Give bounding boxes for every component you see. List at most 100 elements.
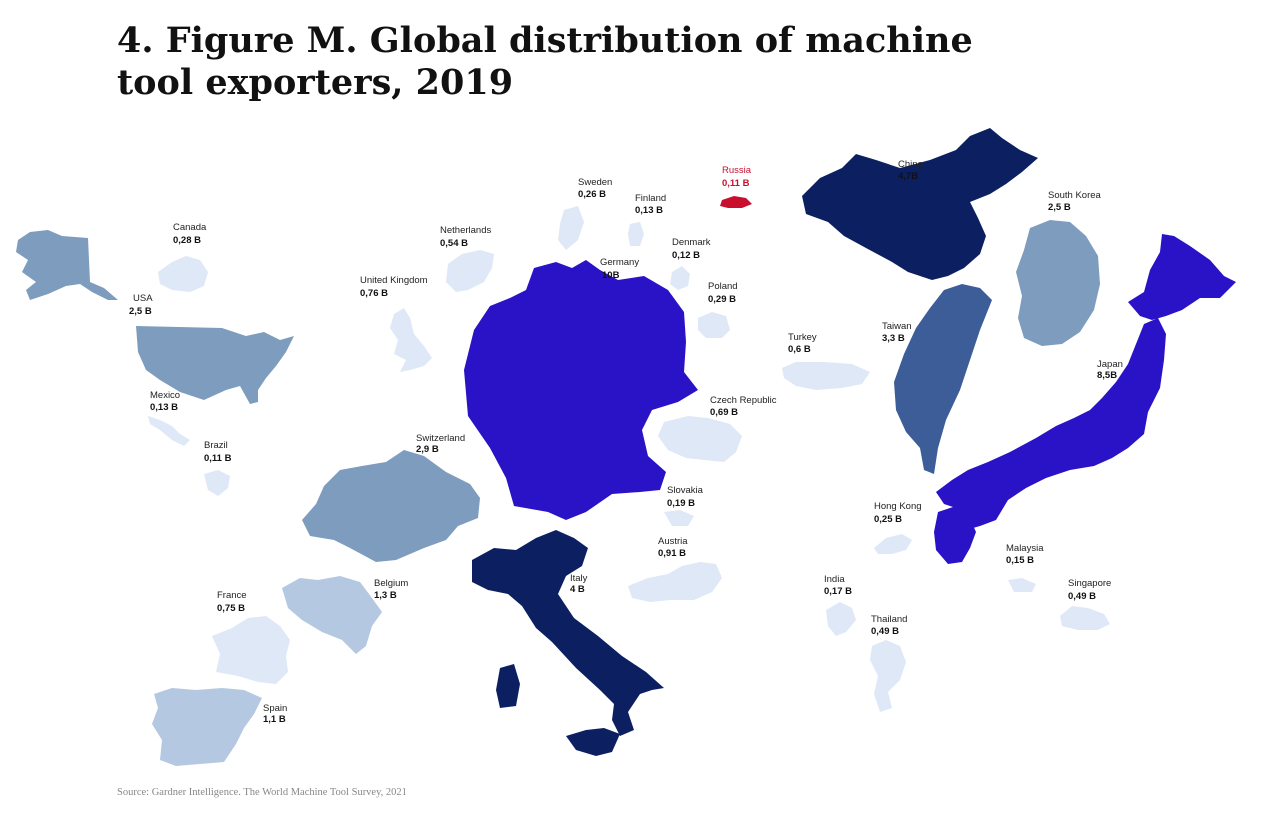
source-note: Source: Gardner Intelligence. The World … bbox=[117, 787, 407, 798]
label-slovakia: Slovakia 0,19 B bbox=[667, 485, 704, 509]
sicily-shape bbox=[566, 728, 620, 756]
map-title: 4. Figure M. Global distribution of mach… bbox=[117, 20, 973, 103]
singapore-shape bbox=[1060, 606, 1110, 630]
label-china: China 4,7B bbox=[898, 159, 924, 182]
label-south-korea: South Korea 2,5 B bbox=[1048, 190, 1102, 213]
russia-shape bbox=[720, 196, 752, 208]
svg-text:Czech Republic: Czech Republic bbox=[710, 395, 777, 406]
label-uk: United Kingdom 0,76 B bbox=[360, 275, 428, 299]
svg-text:Sweden: Sweden bbox=[578, 177, 612, 188]
svg-text:0,11 B: 0,11 B bbox=[722, 178, 750, 189]
canada-shape bbox=[158, 256, 208, 292]
spain-shape bbox=[152, 688, 262, 766]
svg-text:United Kingdom: United Kingdom bbox=[360, 275, 428, 286]
svg-text:Netherlands: Netherlands bbox=[440, 225, 491, 236]
label-spain: Spain 1,1 B bbox=[263, 703, 287, 725]
svg-text:4,7B: 4,7B bbox=[898, 171, 918, 182]
thailand-shape bbox=[870, 640, 906, 712]
sardinia-shape bbox=[496, 664, 520, 708]
label-malaysia: Malaysia 0,15 B bbox=[1006, 543, 1044, 566]
svg-text:1,3 B: 1,3 B bbox=[374, 590, 397, 601]
svg-text:0,12 B: 0,12 B bbox=[672, 250, 700, 261]
svg-text:0,19 B: 0,19 B bbox=[667, 498, 695, 509]
svg-text:Thailand: Thailand bbox=[871, 614, 907, 625]
svg-text:0,15 B: 0,15 B bbox=[1006, 555, 1034, 566]
svg-text:Turkey: Turkey bbox=[788, 332, 817, 343]
svg-text:0,6 B: 0,6 B bbox=[788, 344, 811, 355]
svg-text:Belgium: Belgium bbox=[374, 578, 408, 589]
svg-text:Finland: Finland bbox=[635, 193, 666, 204]
svg-text:Spain: Spain bbox=[263, 703, 287, 714]
svg-text:0,11 B: 0,11 B bbox=[204, 453, 232, 464]
label-usa: USA 2,5 B bbox=[129, 293, 153, 317]
india-shape bbox=[826, 602, 856, 636]
label-turkey: Turkey 0,6 B bbox=[788, 332, 817, 355]
svg-text:0,69 B: 0,69 B bbox=[710, 407, 738, 418]
label-sweden: Sweden 0,26 B bbox=[578, 177, 612, 200]
svg-text:0,17 B: 0,17 B bbox=[824, 586, 852, 597]
label-netherlands: Netherlands 0,54 B bbox=[440, 225, 491, 249]
svg-text:3,3 B: 3,3 B bbox=[882, 333, 905, 344]
svg-text:Austria: Austria bbox=[658, 536, 688, 547]
label-france: France 0,75 B bbox=[217, 590, 247, 614]
svg-text:France: France bbox=[217, 590, 247, 601]
label-poland: Poland 0,29 B bbox=[708, 281, 738, 305]
sweden-shape bbox=[558, 206, 584, 250]
label-germany: Germany 10B bbox=[600, 257, 639, 281]
svg-text:Taiwan: Taiwan bbox=[882, 321, 912, 332]
svg-text:India: India bbox=[824, 574, 845, 585]
alaska-shape bbox=[16, 230, 118, 300]
svg-text:China: China bbox=[898, 159, 924, 170]
belgium-shape bbox=[282, 576, 382, 654]
svg-text:Singapore: Singapore bbox=[1068, 578, 1111, 589]
label-italy: Italy 4 B bbox=[570, 573, 588, 595]
austria-shape bbox=[628, 562, 722, 602]
hong-kong-shape bbox=[874, 534, 912, 554]
svg-text:10B: 10B bbox=[602, 270, 620, 281]
svg-text:0,28 B: 0,28 B bbox=[173, 235, 201, 246]
label-india: India 0,17 B bbox=[824, 574, 852, 597]
mexico-shape bbox=[148, 416, 190, 446]
poland-shape bbox=[698, 312, 730, 338]
label-thailand: Thailand 0,49 B bbox=[871, 614, 907, 637]
south-korea-shape bbox=[1016, 220, 1100, 346]
svg-text:0,91 B: 0,91 B bbox=[658, 548, 686, 559]
svg-text:4 B: 4 B bbox=[570, 584, 585, 595]
svg-text:0,26 B: 0,26 B bbox=[578, 189, 606, 200]
svg-text:Malaysia: Malaysia bbox=[1006, 543, 1044, 554]
label-canada: Canada 0,28 B bbox=[173, 222, 207, 246]
svg-text:Canada: Canada bbox=[173, 222, 207, 233]
svg-text:2,5 B: 2,5 B bbox=[129, 306, 152, 317]
label-hong-kong: Hong Kong 0,25 B bbox=[874, 501, 922, 525]
svg-text:8,5B: 8,5B bbox=[1097, 370, 1117, 381]
czech-shape bbox=[658, 416, 742, 462]
svg-text:South Korea: South Korea bbox=[1048, 190, 1102, 201]
label-taiwan: Taiwan 3,3 B bbox=[882, 321, 912, 344]
svg-text:0,49 B: 0,49 B bbox=[871, 626, 899, 637]
turkey-shape bbox=[782, 362, 870, 390]
label-czech: Czech Republic 0,69 B bbox=[710, 395, 777, 418]
svg-text:Brazil: Brazil bbox=[204, 440, 228, 451]
uk-shape bbox=[390, 308, 432, 372]
malaysia-shape bbox=[1008, 578, 1036, 592]
svg-text:2,9 B: 2,9 B bbox=[416, 444, 439, 455]
svg-text:Slovakia: Slovakia bbox=[667, 485, 704, 496]
switzerland-shape bbox=[302, 450, 480, 562]
label-belgium: Belgium 1,3 B bbox=[374, 578, 408, 601]
svg-text:Italy: Italy bbox=[570, 573, 588, 584]
netherlands-shape bbox=[446, 250, 494, 292]
germany-shape bbox=[464, 260, 698, 520]
svg-text:0,49 B: 0,49 B bbox=[1068, 591, 1096, 602]
label-brazil: Brazil 0,11 B bbox=[204, 440, 232, 464]
svg-text:Germany: Germany bbox=[600, 257, 639, 268]
svg-text:Hong Kong: Hong Kong bbox=[874, 501, 922, 512]
svg-text:0,25 B: 0,25 B bbox=[874, 514, 902, 525]
svg-text:Switzerland: Switzerland bbox=[416, 433, 465, 444]
svg-text:USA: USA bbox=[133, 293, 153, 304]
svg-text:0,76 B: 0,76 B bbox=[360, 288, 388, 299]
slovakia-shape bbox=[664, 510, 694, 526]
finland-shape bbox=[628, 222, 644, 246]
denmark-shape bbox=[670, 266, 690, 290]
svg-text:0,75 B: 0,75 B bbox=[217, 603, 245, 614]
label-austria: Austria 0,91 B bbox=[658, 536, 688, 559]
